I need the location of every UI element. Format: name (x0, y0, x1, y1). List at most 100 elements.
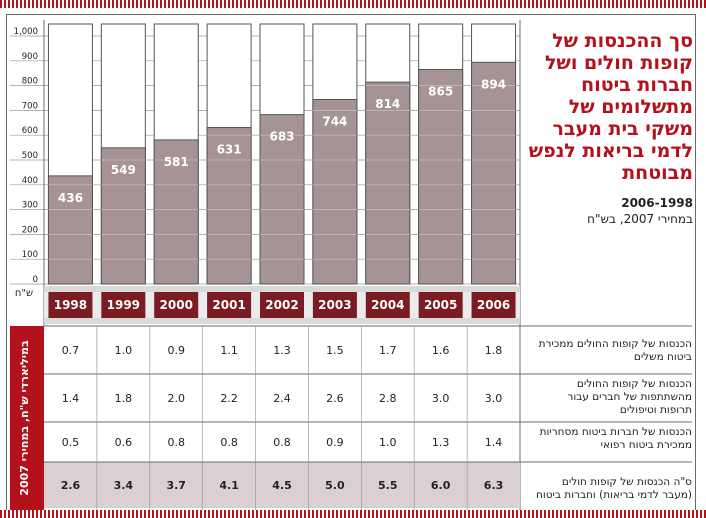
y-axis: 0 100 200 300 400 500 600 700 800 900 1,000 (14, 27, 38, 285)
table-cell: 1.0 (115, 344, 133, 357)
table-cell: 5.0 (325, 479, 345, 492)
top-edge-stripe (0, 0, 706, 8)
bar (206, 127, 252, 285)
table-cell: 2.6 (326, 392, 344, 405)
bar (47, 175, 93, 285)
table-cell: 1.0 (379, 436, 397, 449)
table-side-label: במיליארדי ש"ח, במחירי 2007 (18, 340, 31, 496)
table-cell: 4.1 (219, 479, 239, 492)
x-tick-label: 2000 (160, 298, 193, 312)
table-cell: 1.7 (379, 344, 397, 357)
table-cell: 0.9 (167, 344, 185, 357)
table-cell: 6.0 (431, 479, 451, 492)
year-box (207, 292, 252, 318)
table-cell: 5.5 (378, 479, 398, 492)
bar (259, 114, 305, 285)
total-row-bg (44, 462, 520, 508)
y-tick-label: 300 (22, 201, 38, 211)
year-band-top-strip (44, 286, 520, 292)
table-cell: 1.3 (273, 344, 291, 357)
year-box (260, 292, 304, 318)
table-cell: 0.5 (62, 436, 80, 449)
y-tick-label: 500 (22, 151, 38, 161)
table-cell: 3.0 (485, 392, 503, 405)
table-row-label: הכנסות של חברות ביטוח מסחריות ממכירת ביט… (539, 426, 692, 451)
y-tick-label: 700 (22, 101, 38, 111)
y-tick-label: 100 (22, 250, 38, 260)
table-cell: 1.4 (485, 436, 503, 449)
year-box (365, 292, 410, 318)
y-tick-label: 900 (22, 52, 38, 62)
y-tick-label: 0 (33, 275, 38, 285)
year-box (418, 292, 463, 318)
bars-layer: 436 549 581 631 683 744 814 865 894 (47, 23, 517, 285)
bar-value-label: 631 (217, 143, 242, 157)
x-tick-label: 2002 (265, 298, 298, 312)
bar (365, 81, 411, 285)
bar-value-label: 814 (375, 97, 400, 111)
table-cell: 1.4 (62, 392, 80, 405)
x-tick-label: 2001 (212, 298, 245, 312)
year-band: 1998 1999 2000 2001 2002 2003 2004 2005 2006 (44, 286, 520, 324)
bar-value-label: 436 (58, 191, 83, 205)
x-tick-label: 1999 (107, 298, 140, 312)
table-row-label: הכנסות של קופות החולים ממכירת ביטוח משלי… (538, 338, 692, 363)
bar-value-label: 549 (111, 163, 136, 177)
table-cell: 0.8 (220, 436, 238, 449)
x-tick-label: 2005 (424, 298, 457, 312)
bar (418, 68, 464, 285)
bar-value-label: 683 (269, 130, 294, 144)
table-cell: 2.0 (167, 392, 185, 405)
table-cell: 0.9 (326, 436, 344, 449)
table-cell: 2.6 (61, 479, 81, 492)
table-cell: 0.8 (273, 436, 291, 449)
table-cell: 1.3 (432, 436, 450, 449)
table-cell: 2.4 (273, 392, 291, 405)
x-tick-label: 2004 (371, 298, 404, 312)
y-tick-label: 600 (22, 126, 38, 136)
table-cell: 3.0 (432, 392, 450, 405)
table-cell: 0.8 (167, 436, 185, 449)
table-row-label: ס"ה הכנסות של קופות חולים (מעבר לדמי ברי… (536, 476, 692, 501)
y-tick-label: 800 (22, 77, 38, 87)
year-box (154, 292, 199, 318)
bar (100, 147, 146, 285)
table-cell: 2.2 (220, 392, 238, 405)
x-tick-label: 2006 (477, 298, 510, 312)
bar (312, 98, 358, 285)
table-cell: 4.5 (272, 479, 292, 492)
table-cell: 1.8 (485, 344, 503, 357)
bar-value-label: 581 (164, 155, 189, 169)
table-cell: 6.3 (484, 479, 504, 492)
table-cell: 1.1 (220, 344, 238, 357)
table-cell: 3.7 (166, 479, 186, 492)
x-tick-label: 2003 (318, 298, 351, 312)
bottom-edge-stripe (0, 510, 706, 518)
year-box (312, 292, 357, 318)
table-cell: 0.6 (115, 436, 133, 449)
bar-value-label: 865 (428, 84, 453, 98)
table-side-band (10, 326, 44, 510)
year-box (48, 292, 93, 318)
y-tick-label: 200 (22, 225, 38, 235)
table-cell: 3.4 (114, 479, 134, 492)
x-tick-label: 1998 (54, 298, 87, 312)
table-cell: 1.8 (115, 392, 133, 405)
years-range: 2006-1998 (621, 196, 693, 210)
bar (153, 139, 199, 285)
y-tick-label: 1,000 (14, 27, 38, 37)
bar-value-label: 894 (481, 77, 506, 91)
bar-value-label: 744 (322, 114, 347, 128)
table-cell: 1.5 (326, 344, 344, 357)
data-table: 0.7 1.0 0.9 1.1 1.3 1.5 1.7 1.6 1.8 1.4 1.8 2.0 2.2 2… (10, 325, 692, 510)
unit-label: ש"ח (15, 288, 33, 299)
table-row-label: הכנסות של קופות החולים מהשתתפות של חברים… (567, 378, 692, 416)
table-cell: 0.7 (62, 344, 80, 357)
prices-note: במחירי 2007, בש"ח (587, 212, 693, 226)
chart-title: סך ההכנסות של קופות חולים ושל חברות ביטו… (528, 30, 693, 184)
bar (471, 61, 517, 285)
table-cell: 1.6 (432, 344, 450, 357)
year-box (101, 292, 146, 318)
